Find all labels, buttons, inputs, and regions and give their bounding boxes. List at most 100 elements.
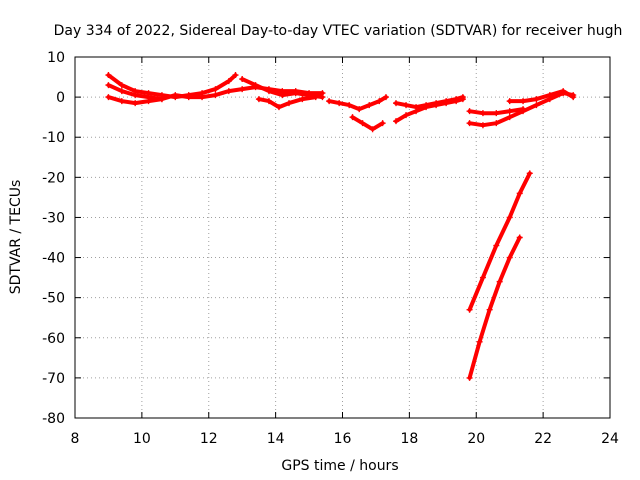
data-point — [185, 94, 192, 101]
data-point — [132, 100, 139, 107]
data-point — [336, 100, 343, 107]
data-point — [413, 104, 420, 111]
data-point — [105, 94, 112, 101]
data-point — [212, 86, 219, 93]
data-point — [560, 88, 567, 95]
data-point — [453, 96, 460, 103]
x-tick-label: 22 — [534, 431, 552, 447]
data-point — [118, 98, 125, 105]
data-point — [239, 86, 246, 93]
x-tick-label: 10 — [133, 431, 151, 447]
data-point — [376, 98, 383, 105]
y-tick-label: -70 — [42, 371, 65, 387]
data-point — [225, 88, 232, 95]
data-point — [118, 82, 125, 89]
data-point — [132, 92, 139, 99]
data-point — [299, 96, 306, 103]
series-arc-14 — [466, 234, 523, 381]
y-tick-label: -80 — [42, 411, 65, 427]
data-point — [466, 120, 473, 127]
data-point — [172, 92, 179, 99]
data-point — [312, 94, 319, 101]
data-point — [403, 112, 410, 119]
data-point — [486, 306, 493, 313]
y-tick-label: -40 — [42, 251, 65, 267]
data-point — [520, 98, 527, 105]
data-point — [255, 96, 262, 103]
data-point — [393, 118, 399, 125]
data-point — [493, 120, 500, 127]
data-point — [433, 100, 440, 107]
data-point — [393, 100, 399, 107]
data-point — [466, 374, 473, 381]
y-tick-label: 10 — [47, 50, 65, 66]
data-point — [105, 72, 112, 79]
x-tick-label: 14 — [267, 431, 285, 447]
data-point — [286, 100, 292, 107]
x-tick-label: 16 — [334, 431, 352, 447]
data-point — [533, 102, 540, 109]
data-point — [118, 88, 125, 95]
series-trace — [467, 171, 532, 312]
data-point — [212, 92, 219, 99]
data-point — [145, 98, 152, 105]
data-point — [496, 278, 503, 285]
data-point — [479, 110, 486, 117]
x-axis-label: GPS time / hours — [281, 458, 398, 474]
data-point — [359, 120, 366, 127]
data-point — [349, 114, 356, 121]
data-point — [533, 96, 540, 103]
x-tick-label: 12 — [200, 431, 218, 447]
data-point — [443, 98, 450, 105]
data-point — [546, 92, 553, 99]
data-point — [369, 126, 376, 133]
series-arc-6 — [326, 94, 389, 113]
data-point — [346, 102, 353, 109]
y-axis-label: SDTVAR / TECUs — [8, 180, 24, 295]
data-point — [476, 338, 483, 345]
data-point — [516, 234, 523, 241]
x-tick-label: 20 — [467, 431, 485, 447]
series-arc-3 — [105, 94, 165, 107]
data-point — [275, 104, 282, 111]
data-point — [479, 122, 486, 129]
y-tick-label: -60 — [42, 331, 65, 347]
data-point — [225, 78, 232, 85]
data-point — [493, 242, 500, 249]
y-tick-label: 0 — [56, 90, 65, 106]
series-arc-5 — [255, 94, 319, 111]
data-point — [479, 274, 486, 281]
data-point — [506, 114, 513, 121]
series-trace — [350, 115, 385, 132]
data-point — [493, 110, 500, 117]
data-point — [252, 82, 259, 89]
data-point — [366, 102, 373, 109]
data-point — [506, 254, 513, 261]
data-point — [459, 94, 466, 101]
data-point — [105, 82, 112, 89]
data-points — [105, 72, 577, 381]
data-point — [158, 96, 165, 103]
data-point — [239, 76, 246, 83]
data-point — [356, 106, 363, 113]
data-point — [232, 72, 239, 79]
data-point — [520, 108, 527, 115]
series-trace — [467, 235, 522, 380]
chart-title: Day 334 of 2022, Sidereal Day-to-day VTE… — [54, 23, 623, 39]
x-tick-label: 18 — [400, 431, 418, 447]
series-arc-12 — [506, 88, 577, 105]
data-point — [265, 88, 272, 95]
x-tick-label: 24 — [601, 431, 619, 447]
data-point — [423, 102, 430, 109]
grid-lines — [75, 57, 610, 418]
data-point — [319, 94, 326, 101]
data-point — [326, 98, 333, 105]
data-point — [506, 98, 513, 105]
data-point — [526, 170, 533, 177]
data-point — [199, 94, 206, 101]
series-arc-7 — [349, 114, 386, 133]
series-trace — [256, 95, 318, 110]
y-tick-label: -10 — [42, 130, 65, 146]
data-point — [506, 214, 513, 221]
